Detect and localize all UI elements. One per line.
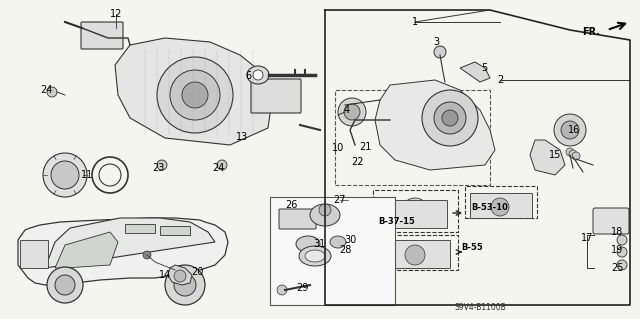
Circle shape [434,46,446,58]
Text: 6: 6 [245,71,251,81]
Circle shape [170,70,220,120]
Ellipse shape [330,236,346,248]
Text: 19: 19 [611,245,623,255]
Polygon shape [168,265,192,285]
Polygon shape [460,62,490,82]
Circle shape [157,57,233,133]
Polygon shape [55,232,118,268]
Ellipse shape [310,204,340,226]
Circle shape [174,270,186,282]
FancyBboxPatch shape [279,209,316,229]
Ellipse shape [247,66,269,84]
Bar [465,186,537,218]
Circle shape [617,260,627,270]
Text: 20: 20 [191,267,203,277]
Circle shape [617,235,627,245]
Polygon shape [45,218,215,268]
Text: B-55: B-55 [461,243,483,253]
Text: B-53-10: B-53-10 [472,204,508,212]
Circle shape [319,204,331,216]
Text: 24: 24 [212,163,224,173]
Circle shape [401,198,429,226]
Text: 24: 24 [40,85,52,95]
Circle shape [617,247,627,257]
Circle shape [174,274,196,296]
FancyBboxPatch shape [81,22,123,49]
Bar [160,226,190,235]
Bar [335,90,490,185]
Text: 1: 1 [412,17,418,27]
Circle shape [51,161,79,189]
Text: 16: 16 [568,125,580,135]
Text: B-37-15: B-37-15 [379,218,415,226]
FancyBboxPatch shape [593,208,629,234]
Text: 23: 23 [152,163,164,173]
Text: 28: 28 [339,245,351,255]
Circle shape [491,198,509,216]
Text: 10: 10 [332,143,344,153]
Circle shape [277,285,287,295]
Bar [380,240,450,268]
Bar [125,224,155,233]
Text: 5: 5 [481,63,487,73]
Text: 3: 3 [433,37,439,47]
Circle shape [182,82,208,108]
Text: 27: 27 [333,195,346,205]
Circle shape [217,160,227,170]
Ellipse shape [296,236,320,252]
Circle shape [165,265,205,305]
Circle shape [344,104,360,120]
Text: 14: 14 [159,270,171,280]
Text: 13: 13 [236,132,248,142]
Circle shape [569,150,577,158]
Circle shape [253,70,263,80]
Circle shape [561,121,579,139]
Circle shape [554,114,586,146]
Bar [470,193,532,218]
Circle shape [43,153,87,197]
Circle shape [55,275,75,295]
Circle shape [434,102,466,134]
Text: FR.: FR. [582,27,600,37]
Circle shape [47,267,83,303]
Text: 30: 30 [344,235,356,245]
Text: 15: 15 [549,150,561,160]
Polygon shape [115,38,272,145]
Circle shape [407,204,423,220]
Bar [383,200,447,228]
Text: S9V4-B1100B: S9V4-B1100B [454,303,506,313]
Text: 18: 18 [611,227,623,237]
Text: 31: 31 [313,239,325,249]
Bar [270,197,395,305]
Text: 25: 25 [611,263,623,273]
FancyBboxPatch shape [251,79,301,113]
Text: 21: 21 [359,142,371,152]
Text: 29: 29 [296,283,308,293]
Text: 22: 22 [352,157,364,167]
Polygon shape [530,140,565,175]
Circle shape [47,87,57,97]
Circle shape [566,148,574,156]
Circle shape [338,98,366,126]
Text: 4: 4 [344,105,350,115]
Circle shape [143,251,151,259]
Bar [373,190,458,232]
Text: 2: 2 [497,75,503,85]
Circle shape [157,160,167,170]
Circle shape [442,110,458,126]
Ellipse shape [305,250,325,262]
Circle shape [422,90,478,146]
Bar [373,235,458,270]
Text: 26: 26 [285,200,297,210]
Bar [20,240,48,268]
Ellipse shape [299,246,331,266]
Text: 12: 12 [110,9,122,19]
Polygon shape [18,218,228,285]
Circle shape [572,152,580,160]
Text: 17: 17 [581,233,593,243]
Circle shape [405,245,425,265]
Text: 11: 11 [81,170,93,180]
Polygon shape [375,80,495,170]
